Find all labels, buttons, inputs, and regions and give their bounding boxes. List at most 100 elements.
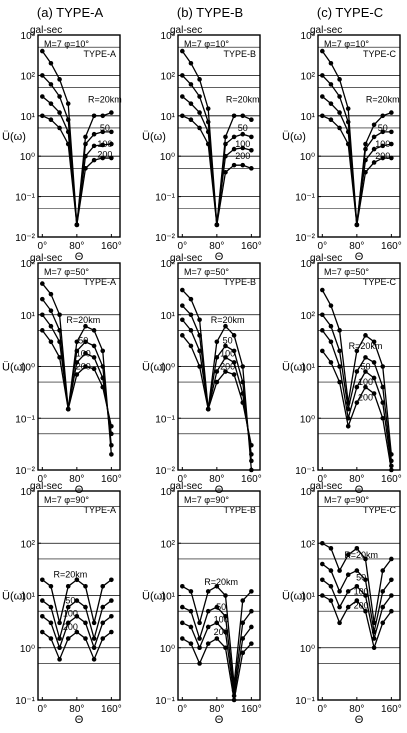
series-label: 200 (358, 393, 373, 403)
y-tick-label: 10⁻¹ (15, 414, 35, 425)
x-tick-label: 160° (381, 474, 402, 485)
data-point (109, 431, 114, 437)
data-point (363, 169, 368, 175)
data-point (180, 333, 185, 338)
y-axis-label: Ü(ω) (282, 591, 306, 603)
column-header-b: (b) TYPE-B (177, 5, 243, 20)
data-point (180, 113, 185, 119)
data-point (337, 364, 342, 369)
data-point (48, 117, 54, 123)
data-point (320, 113, 325, 119)
data-point (371, 134, 377, 140)
data-point (380, 384, 386, 390)
data-point (40, 281, 45, 286)
data-point (188, 117, 194, 123)
data-point (214, 222, 220, 228)
data-point (180, 583, 185, 589)
data-point (389, 129, 394, 135)
annotation-label: M=7 φ=90° (324, 495, 369, 505)
type-label: TYPE-B (223, 277, 256, 287)
data-point (74, 598, 80, 603)
data-point (48, 604, 54, 610)
data-point (109, 577, 114, 583)
data-point (354, 568, 360, 573)
data-point (48, 60, 54, 66)
data-point (320, 48, 325, 54)
data-point (223, 593, 228, 598)
data-point (354, 583, 360, 589)
chart-panel: 10⁻² 10⁻¹ 10⁰ 10¹ 10² 10³ 0° 80° 160° Θ Ü(ω) gal-se… (282, 25, 402, 263)
y-tick-label: 10¹ (21, 592, 36, 603)
data-point (240, 391, 246, 396)
data-point (389, 155, 394, 161)
y-tick-label: 10⁻¹ (295, 696, 315, 707)
data-point (389, 141, 394, 147)
data-point (65, 406, 71, 412)
series-label: 200 (97, 150, 112, 160)
data-point (74, 372, 80, 377)
data-point (91, 343, 97, 349)
data-point (328, 598, 334, 603)
data-point (91, 113, 97, 119)
data-point (345, 129, 351, 135)
data-point (328, 303, 334, 308)
x-tick-label: 0° (38, 474, 48, 485)
data-point (197, 77, 202, 82)
data-point (91, 645, 97, 651)
x-tick-label: 160° (241, 704, 262, 715)
series-line (41, 50, 112, 225)
data-point (83, 153, 88, 159)
annotation-label: M=7 φ=10° (44, 39, 89, 49)
data-point (188, 589, 194, 594)
unit-label: gal-sec (30, 481, 62, 492)
annotation-label: M=7 φ=50° (324, 267, 369, 277)
data-point (249, 608, 254, 614)
y-tick-label: 10¹ (21, 112, 36, 123)
data-point (363, 556, 368, 562)
data-point (320, 328, 325, 333)
data-point (389, 556, 394, 562)
series-label: 100 (220, 348, 235, 358)
data-point (371, 146, 377, 152)
data-point (197, 317, 202, 323)
data-point (197, 636, 202, 641)
data-point (363, 333, 368, 338)
x-tick-label: 160° (101, 704, 122, 715)
x-tick-label: 80° (349, 241, 364, 252)
data-point (197, 348, 202, 354)
x-tick-label: 80° (349, 704, 364, 715)
data-point (328, 546, 334, 551)
data-point (363, 146, 368, 152)
data-point (223, 369, 228, 374)
series-line (181, 334, 253, 446)
type-label: TYPE-C (363, 49, 397, 59)
x-axis-label: Θ (215, 714, 224, 726)
data-point (345, 552, 351, 558)
data-point (57, 328, 62, 333)
y-tick-label: 10⁰ (300, 644, 315, 655)
data-point (83, 604, 88, 610)
data-point (83, 166, 88, 171)
plot-frame (37, 34, 121, 238)
data-point (240, 145, 246, 151)
data-point (205, 589, 211, 594)
data-point (249, 134, 254, 140)
series-label: 100 (97, 139, 112, 149)
data-point (371, 645, 377, 651)
column-header-a: (a) TYPE-A (37, 5, 104, 20)
data-point (354, 384, 360, 390)
data-point (354, 369, 360, 374)
data-point (345, 572, 351, 578)
type-label: TYPE-C (363, 505, 397, 515)
unit-label: gal-sec (310, 253, 342, 264)
y-tick-label: 10⁰ (300, 152, 315, 163)
data-point (205, 608, 211, 614)
y-tick-label: 10¹ (301, 363, 316, 374)
data-point (48, 339, 54, 345)
data-point (205, 641, 211, 646)
data-point (337, 110, 342, 115)
annotation-label: M=7 φ=10° (184, 39, 229, 49)
data-point (380, 604, 386, 610)
data-point (337, 620, 342, 626)
